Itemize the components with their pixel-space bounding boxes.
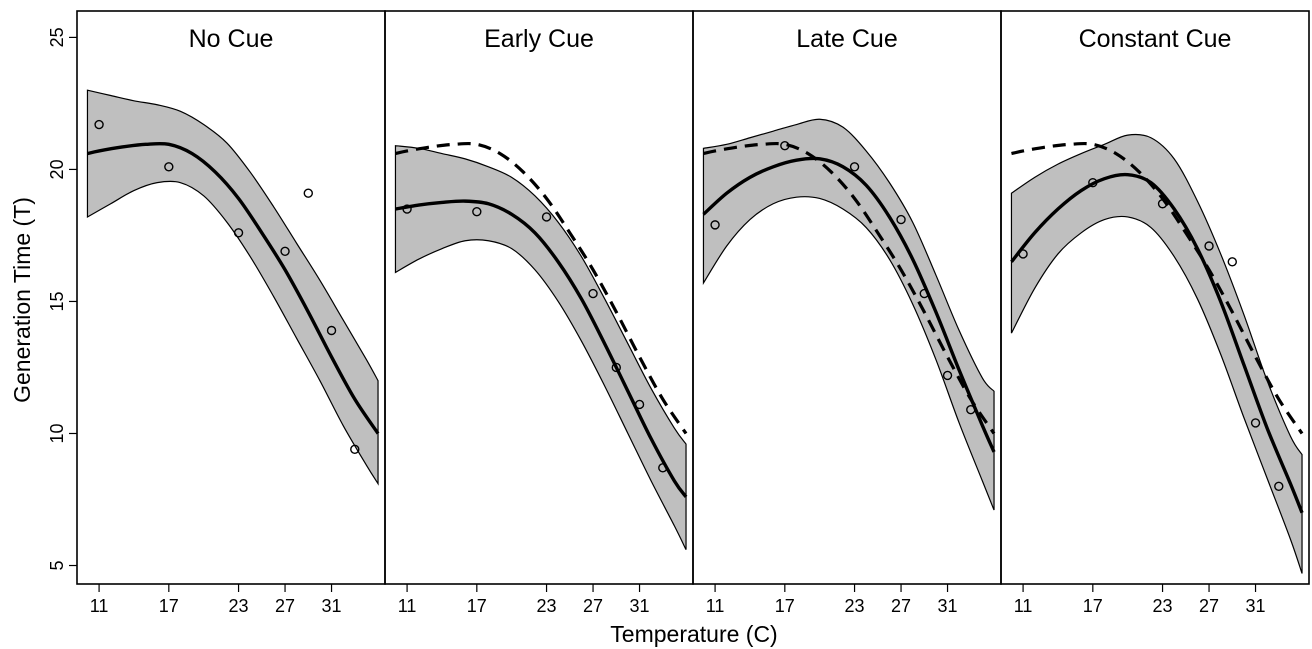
x-tick-label: 31 [938, 596, 958, 616]
data-point [942, 370, 953, 381]
data-point [402, 204, 412, 214]
data-point [1018, 249, 1028, 259]
x-tick-label: 31 [1246, 596, 1266, 616]
data-point [634, 399, 645, 410]
data-point [303, 188, 313, 198]
data-point [1250, 418, 1261, 428]
data-point [541, 212, 552, 222]
reference-curve [703, 141, 996, 435]
x-tick-label: 27 [275, 596, 295, 616]
data-point [233, 228, 244, 238]
panel-title: Late Cue [796, 25, 897, 53]
data-point [94, 119, 104, 130]
x-tick-label: 11 [706, 596, 725, 616]
confidence-band [394, 144, 687, 550]
y-tick-label: 5 [47, 561, 67, 571]
y-tick-label: 20 [47, 159, 67, 179]
data-point [1227, 257, 1237, 267]
x-tick-label: 11 [90, 596, 109, 616]
data-point [280, 246, 290, 256]
panel-frame [384, 10, 694, 585]
x-tick-label: 23 [229, 596, 249, 616]
data-point [1274, 481, 1284, 491]
data-point [588, 288, 598, 299]
data-point [1204, 241, 1214, 251]
x-tick-label: 17 [1083, 596, 1103, 616]
data-point [780, 140, 790, 151]
panel-frame [76, 10, 386, 585]
x-axis-title: Temperature (C) [610, 621, 777, 647]
data-point [164, 162, 174, 172]
x-tick-label: 27 [583, 596, 603, 616]
data-point [611, 362, 621, 373]
panel-early-cue: Early Cue 11 17 23 27 31 [384, 10, 694, 616]
y-tick-label: 15 [47, 291, 67, 311]
data-point [1157, 199, 1168, 209]
panel-constant-cue: Constant Cue 11 17 23 27 31 [1000, 10, 1310, 616]
x-tick-label: 23 [1153, 596, 1173, 616]
y-axis: 5 10 15 20 25 [47, 27, 77, 571]
data-point [710, 220, 720, 230]
data-point [849, 162, 860, 172]
confidence-band [86, 89, 379, 486]
y-tick-label: 25 [47, 27, 67, 47]
x-tick-label: 23 [845, 596, 865, 616]
y-axis-title: Generation Time (T) [9, 197, 35, 403]
panel-frame [1000, 10, 1310, 585]
x-tick-label: 31 [322, 596, 342, 616]
x-tick-label: 23 [537, 596, 557, 616]
data-point [966, 405, 976, 415]
data-point [658, 463, 668, 473]
fit-curve [702, 156, 996, 453]
x-tick-label: 11 [1014, 596, 1033, 616]
reference-curve [395, 141, 688, 435]
x-tick-label: 31 [630, 596, 650, 616]
panel-title: Early Cue [484, 25, 594, 53]
x-tick-label: 17 [467, 596, 487, 616]
data-point [472, 206, 482, 217]
x-tick-label: 11 [398, 596, 417, 616]
data-point [1088, 177, 1098, 188]
data-point [326, 325, 337, 336]
data-point [896, 214, 906, 225]
data-point [919, 288, 929, 299]
y-tick-label: 10 [47, 423, 67, 443]
x-tick-label: 27 [891, 596, 911, 616]
x-tick-label: 17 [159, 596, 179, 616]
panel-frame [692, 10, 1002, 585]
panel-late-cue: Late Cue 11 17 23 27 31 [692, 10, 1002, 616]
fit-curve [1010, 172, 1304, 514]
x-tick-label: 27 [1199, 596, 1219, 616]
data-point [350, 444, 360, 455]
panel-title: Constant Cue [1079, 25, 1232, 53]
panel-no-cue: No Cue 11 17 23 27 31 [76, 10, 386, 616]
fit-curve [87, 141, 380, 435]
fit-curve [395, 199, 688, 498]
panel-title: No Cue [189, 25, 274, 53]
x-tick-label: 17 [775, 596, 795, 616]
confidence-band [1010, 133, 1303, 574]
